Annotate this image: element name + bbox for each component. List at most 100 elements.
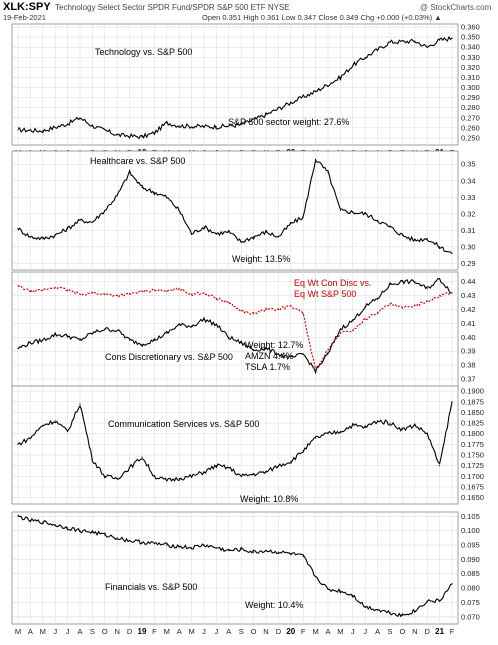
x-tick-label: 21 — [435, 627, 444, 636]
data-point — [203, 226, 205, 228]
data-point — [228, 467, 230, 469]
data-point — [240, 475, 242, 477]
data-point — [178, 209, 180, 212]
data-point — [67, 527, 69, 529]
data-point — [79, 339, 81, 341]
x-tick-label: S — [239, 627, 244, 636]
data-point — [104, 209, 106, 212]
data-point — [339, 328, 341, 330]
data-point — [178, 125, 180, 127]
data-point — [17, 443, 19, 445]
y-tick-label: 0.38 — [461, 361, 476, 370]
data-point — [191, 293, 193, 295]
data-point — [290, 460, 292, 462]
data-point — [439, 600, 441, 602]
x-tick-label: A — [77, 627, 82, 636]
data-point — [414, 239, 416, 241]
data-point — [401, 281, 403, 283]
data-point — [228, 231, 230, 233]
data-point — [451, 292, 453, 294]
data-point — [67, 289, 69, 291]
y-tick-label: 0.105 — [461, 512, 480, 521]
data-point — [451, 37, 453, 39]
x-tick-label: N — [263, 627, 268, 636]
data-point — [116, 134, 118, 136]
y-tick-label: 0.080 — [461, 584, 480, 593]
panel-financials: 0.105 0.100 0.095 0.090 0.085 0.080 0.075 0.070… — [11, 511, 480, 636]
data-point — [302, 353, 304, 355]
data-point — [29, 236, 31, 238]
data-point — [265, 550, 267, 552]
annotation: Eq Wt S&P 500 — [294, 289, 356, 299]
data-point — [377, 297, 379, 299]
x-tick-label: F — [450, 627, 455, 636]
data-point — [215, 233, 217, 235]
data-point — [42, 521, 44, 523]
data-point — [339, 332, 341, 334]
y-tick-label: 0.35 — [461, 160, 476, 169]
data-point — [228, 336, 230, 338]
data-point — [315, 158, 317, 160]
data-point — [389, 283, 391, 286]
data-point — [265, 347, 267, 350]
data-point — [228, 550, 230, 552]
data-point — [116, 477, 118, 479]
data-point — [352, 320, 354, 322]
data-point — [389, 226, 391, 228]
series-line-cons-discretionary-eqwt — [17, 285, 453, 371]
y-tick-label: 0.34 — [461, 176, 476, 185]
x-tick-label: S — [90, 627, 95, 636]
data-point — [401, 614, 403, 617]
annotation: Eq Wt Con Disc vs. — [294, 278, 372, 288]
data-point — [439, 246, 441, 248]
annotation: Cons Discretionary vs. S&P 500 — [105, 352, 233, 362]
data-point — [91, 332, 93, 334]
data-point — [339, 76, 341, 78]
data-point — [414, 610, 416, 612]
y-tick-label: 0.44 — [461, 277, 476, 286]
x-tick-label: N — [412, 627, 417, 636]
x-tick-label: M — [312, 627, 318, 636]
data-point — [364, 606, 366, 608]
data-point — [203, 471, 205, 473]
y-tick-label: 0.090 — [461, 555, 480, 564]
annotation: Weight: 10.8% — [240, 494, 298, 504]
x-tick-label: A — [28, 627, 33, 636]
data-point — [203, 292, 205, 294]
x-tick-label: F — [301, 627, 306, 636]
data-point — [129, 339, 131, 341]
data-point — [166, 544, 168, 546]
x-tick-label: S — [387, 627, 392, 636]
data-point — [178, 324, 180, 326]
data-point — [401, 307, 403, 309]
data-point — [240, 548, 242, 550]
data-point — [240, 241, 242, 243]
y-tick-label: 0.1900 — [461, 387, 484, 396]
data-point — [29, 437, 31, 439]
data-point — [377, 609, 379, 611]
data-point — [91, 221, 93, 223]
y-tick-label: 0.085 — [461, 569, 480, 578]
data-point — [426, 288, 428, 290]
x-tick-label: D — [127, 627, 133, 636]
data-point — [54, 234, 56, 236]
y-tick-label: 0.250 — [461, 133, 480, 142]
data-point — [141, 290, 143, 293]
data-point — [91, 531, 93, 533]
data-point — [277, 551, 279, 553]
x-tick-label: A — [375, 627, 380, 636]
data-point — [79, 293, 81, 295]
data-point — [414, 424, 416, 426]
x-tick-label: A — [226, 627, 231, 636]
data-point — [253, 551, 255, 553]
data-point — [91, 125, 93, 127]
x-tick-label: O — [251, 627, 257, 636]
data-point — [265, 308, 267, 311]
data-point — [240, 342, 242, 344]
data-point — [116, 295, 118, 297]
data-point — [42, 424, 44, 426]
data-point — [414, 304, 416, 306]
data-point — [129, 467, 131, 469]
series-line-communication-services — [17, 401, 453, 482]
x-tick-label: D — [424, 627, 430, 636]
